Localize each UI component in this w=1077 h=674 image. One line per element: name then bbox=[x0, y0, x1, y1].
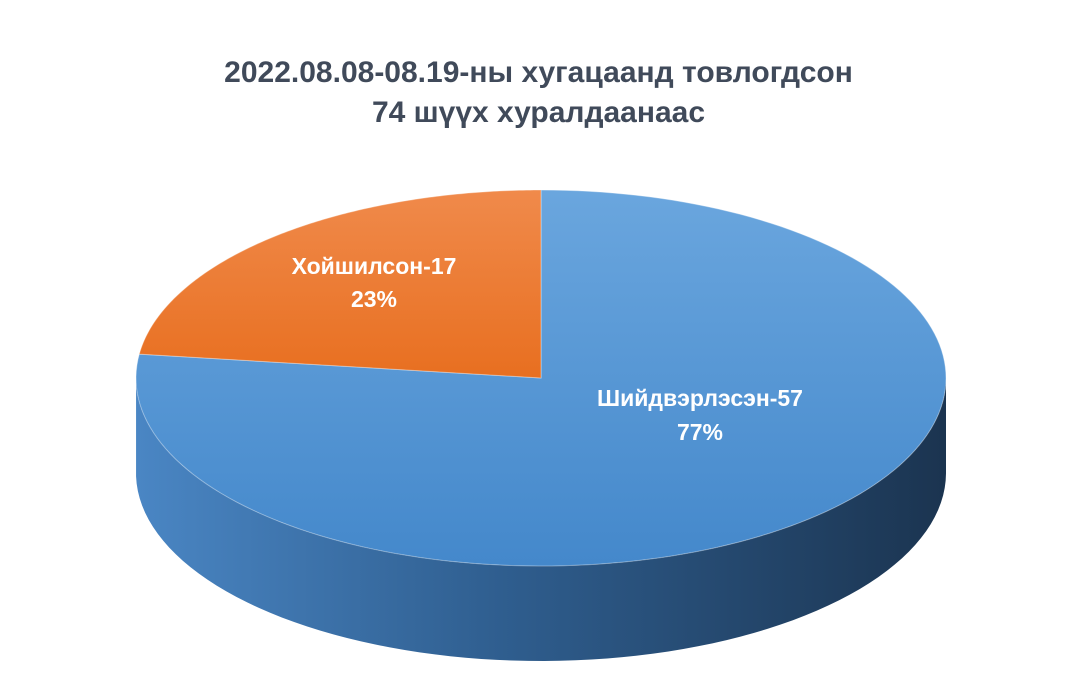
pie-slice-side-0-0 bbox=[136, 378, 946, 661]
slice-label-main: Шийдвэрлэсэн-57 bbox=[597, 385, 803, 411]
pie-top-layer bbox=[135, 189, 947, 567]
pie-side-layer bbox=[136, 378, 946, 661]
chart-title-line-1: 2022.08.08-08.19-ны хугацаанд товлогдсон bbox=[224, 56, 853, 89]
slice-percent-second: 23% bbox=[351, 286, 397, 312]
slice-label-second: Хойшилсон-17 bbox=[292, 253, 457, 279]
chart-title-line-2: 74 шүүх хуралдаанаас bbox=[371, 96, 706, 129]
pie-slice-0 bbox=[135, 189, 947, 567]
pie-label-layer: Шийдвэрлэсэн-57 77% Хойшилсон-17 23% bbox=[292, 253, 803, 445]
slice-percent-main: 77% bbox=[677, 419, 723, 445]
pie-slice-1 bbox=[138, 189, 542, 379]
